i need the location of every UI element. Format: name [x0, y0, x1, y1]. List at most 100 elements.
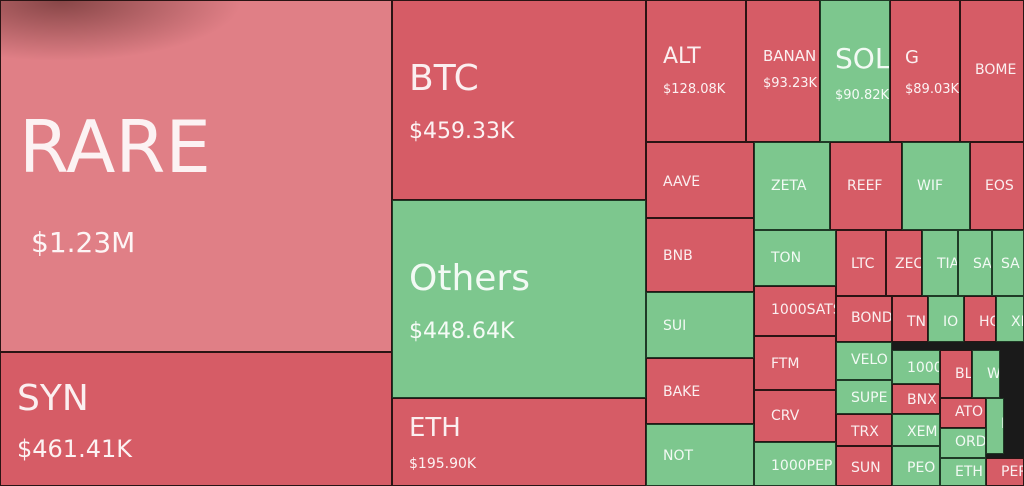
tile-k1000[interactable]: 1000: [892, 350, 940, 384]
tile-symbol: ORD: [955, 434, 986, 450]
tile-symbol: AAVE: [663, 174, 701, 190]
tile-tia[interactable]: TIA: [922, 230, 958, 296]
tile-sa2[interactable]: SA: [992, 230, 1024, 296]
tile-symbol: XE: [1011, 314, 1023, 330]
tile-symbol: SUN: [851, 460, 881, 476]
tile-others[interactable]: Others $448.64K: [392, 200, 646, 398]
tile-value: $128.08K: [663, 82, 726, 97]
tile-symbol: TON: [771, 250, 802, 266]
tile-symbol: BOND: [851, 310, 892, 326]
tile-tn[interactable]: TN: [892, 296, 928, 342]
tile-symbol: SA: [973, 256, 992, 272]
tile-sa[interactable]: SA: [958, 230, 992, 296]
tile-rare[interactable]: RARE $1.23M: [0, 0, 392, 352]
tile-alt[interactable]: ALT $128.08K: [646, 0, 746, 142]
tile-value: $1.23M: [31, 226, 136, 259]
tile-symbol: W: [987, 366, 1000, 382]
tile-ftm[interactable]: FTM: [754, 336, 836, 390]
tile-symbol: ZETA: [771, 178, 807, 194]
tile-value: $461.41K: [17, 435, 132, 463]
tile-symbol: RARE: [19, 105, 211, 189]
tile-symbol: SYN: [17, 378, 89, 419]
tile-ton[interactable]: TON: [754, 230, 836, 286]
tile-symbol: ZEC: [895, 256, 922, 272]
tile-eos[interactable]: EOS: [970, 142, 1024, 230]
tile-value: $90.82K: [835, 88, 890, 103]
tile-reef[interactable]: REEF: [830, 142, 902, 230]
tile-not[interactable]: NOT: [646, 424, 754, 486]
tile-symbol: HO: [979, 314, 995, 330]
tile-symbol: ALT: [663, 44, 701, 69]
tile-w[interactable]: W: [972, 350, 1000, 398]
tile-trx[interactable]: TRX: [836, 414, 892, 446]
tile-io[interactable]: IO: [928, 296, 964, 342]
tile-symbol: 1000SATS: [771, 302, 836, 318]
tile-wif[interactable]: WIF: [902, 142, 970, 230]
tile-sol[interactable]: SOL $90.82K: [820, 0, 890, 142]
tile-symbol: EOS: [985, 178, 1014, 194]
tile-pepe[interactable]: 1000PEP: [754, 442, 836, 486]
tile-ato[interactable]: ATO: [940, 398, 986, 428]
tile-value: $448.64K: [409, 319, 515, 344]
tile-symbol: SOL: [835, 42, 890, 75]
tile-symbol: G: [905, 47, 919, 68]
tile-symbol: TN: [907, 314, 927, 330]
tile-value: $89.03K: [905, 82, 960, 97]
tile-symbol: BOME: [975, 62, 1017, 78]
tile-pep2[interactable]: PEP: [986, 458, 1024, 486]
tile-symbol: L: [1001, 417, 1003, 431]
tile-bl[interactable]: BL: [940, 350, 972, 398]
tile-symbol: IO: [943, 314, 959, 330]
tile-symbol: XEM: [907, 424, 938, 440]
tile-ltc[interactable]: LTC: [836, 230, 886, 296]
tile-banan[interactable]: BANAN $93.23K: [746, 0, 820, 142]
tile-bnb[interactable]: BNB: [646, 218, 754, 292]
tile-ho[interactable]: HO: [964, 296, 996, 342]
tile-aave[interactable]: AAVE: [646, 142, 754, 218]
tile-symbol: PEP: [1001, 464, 1023, 480]
tile-bome[interactable]: BOME: [960, 0, 1024, 142]
tile-symbol: SA: [1001, 256, 1020, 272]
tile-symbol: PEO: [907, 460, 936, 476]
tile-zeta[interactable]: ZETA: [754, 142, 830, 230]
tile-sui[interactable]: SUI: [646, 292, 754, 358]
tile-symbol: WIF: [917, 178, 944, 194]
tile-eth[interactable]: ETH $195.90K: [392, 398, 646, 486]
tile-symbol: REEF: [847, 178, 883, 194]
tile-symbol: 1000PEP: [771, 458, 833, 474]
tile-sun[interactable]: SUN: [836, 446, 892, 486]
tile-symbol: FTM: [771, 356, 800, 372]
tile-symbol: BNX: [907, 392, 937, 408]
tile-l[interactable]: L: [986, 398, 1004, 454]
tile-crv[interactable]: CRV: [754, 390, 836, 442]
tile-value: $459.33K: [409, 119, 515, 144]
tile-bond[interactable]: BOND: [836, 296, 892, 342]
tile-g[interactable]: G $89.03K: [890, 0, 960, 142]
tile-sats[interactable]: 1000SATS: [754, 286, 836, 336]
tile-velo[interactable]: VELO: [836, 342, 892, 380]
tile-symbol: SUI: [663, 318, 687, 334]
tile-ethm[interactable]: ETH: [940, 458, 986, 486]
tile-xe[interactable]: XE: [996, 296, 1024, 342]
tile-zec[interactable]: ZEC: [886, 230, 922, 296]
tile-bake[interactable]: BAKE: [646, 358, 754, 424]
tile-symbol: NOT: [663, 448, 694, 464]
tile-btc[interactable]: BTC $459.33K: [392, 0, 646, 200]
tile-ord[interactable]: ORD: [940, 428, 986, 458]
tile-symbol: BNB: [663, 248, 693, 264]
tile-bnx[interactable]: BNX: [892, 384, 940, 414]
tile-symbol: CRV: [771, 408, 800, 424]
tile-super[interactable]: SUPE: [836, 380, 892, 414]
tile-symbol: VELO: [851, 352, 888, 368]
tile-symbol: LTC: [851, 256, 875, 272]
tile-value: $195.90K: [409, 456, 477, 472]
tile-symbol: ATO: [955, 404, 984, 420]
tile-symbol: ETH: [409, 413, 461, 443]
tile-symbol: TIA: [937, 256, 958, 272]
tile-xem[interactable]: XEM: [892, 414, 940, 446]
tile-peo[interactable]: PEO: [892, 446, 940, 486]
tile-symbol: 1000: [907, 360, 940, 376]
tile-symbol: ETH: [955, 464, 983, 480]
tile-syn[interactable]: SYN $461.41K: [0, 352, 392, 486]
